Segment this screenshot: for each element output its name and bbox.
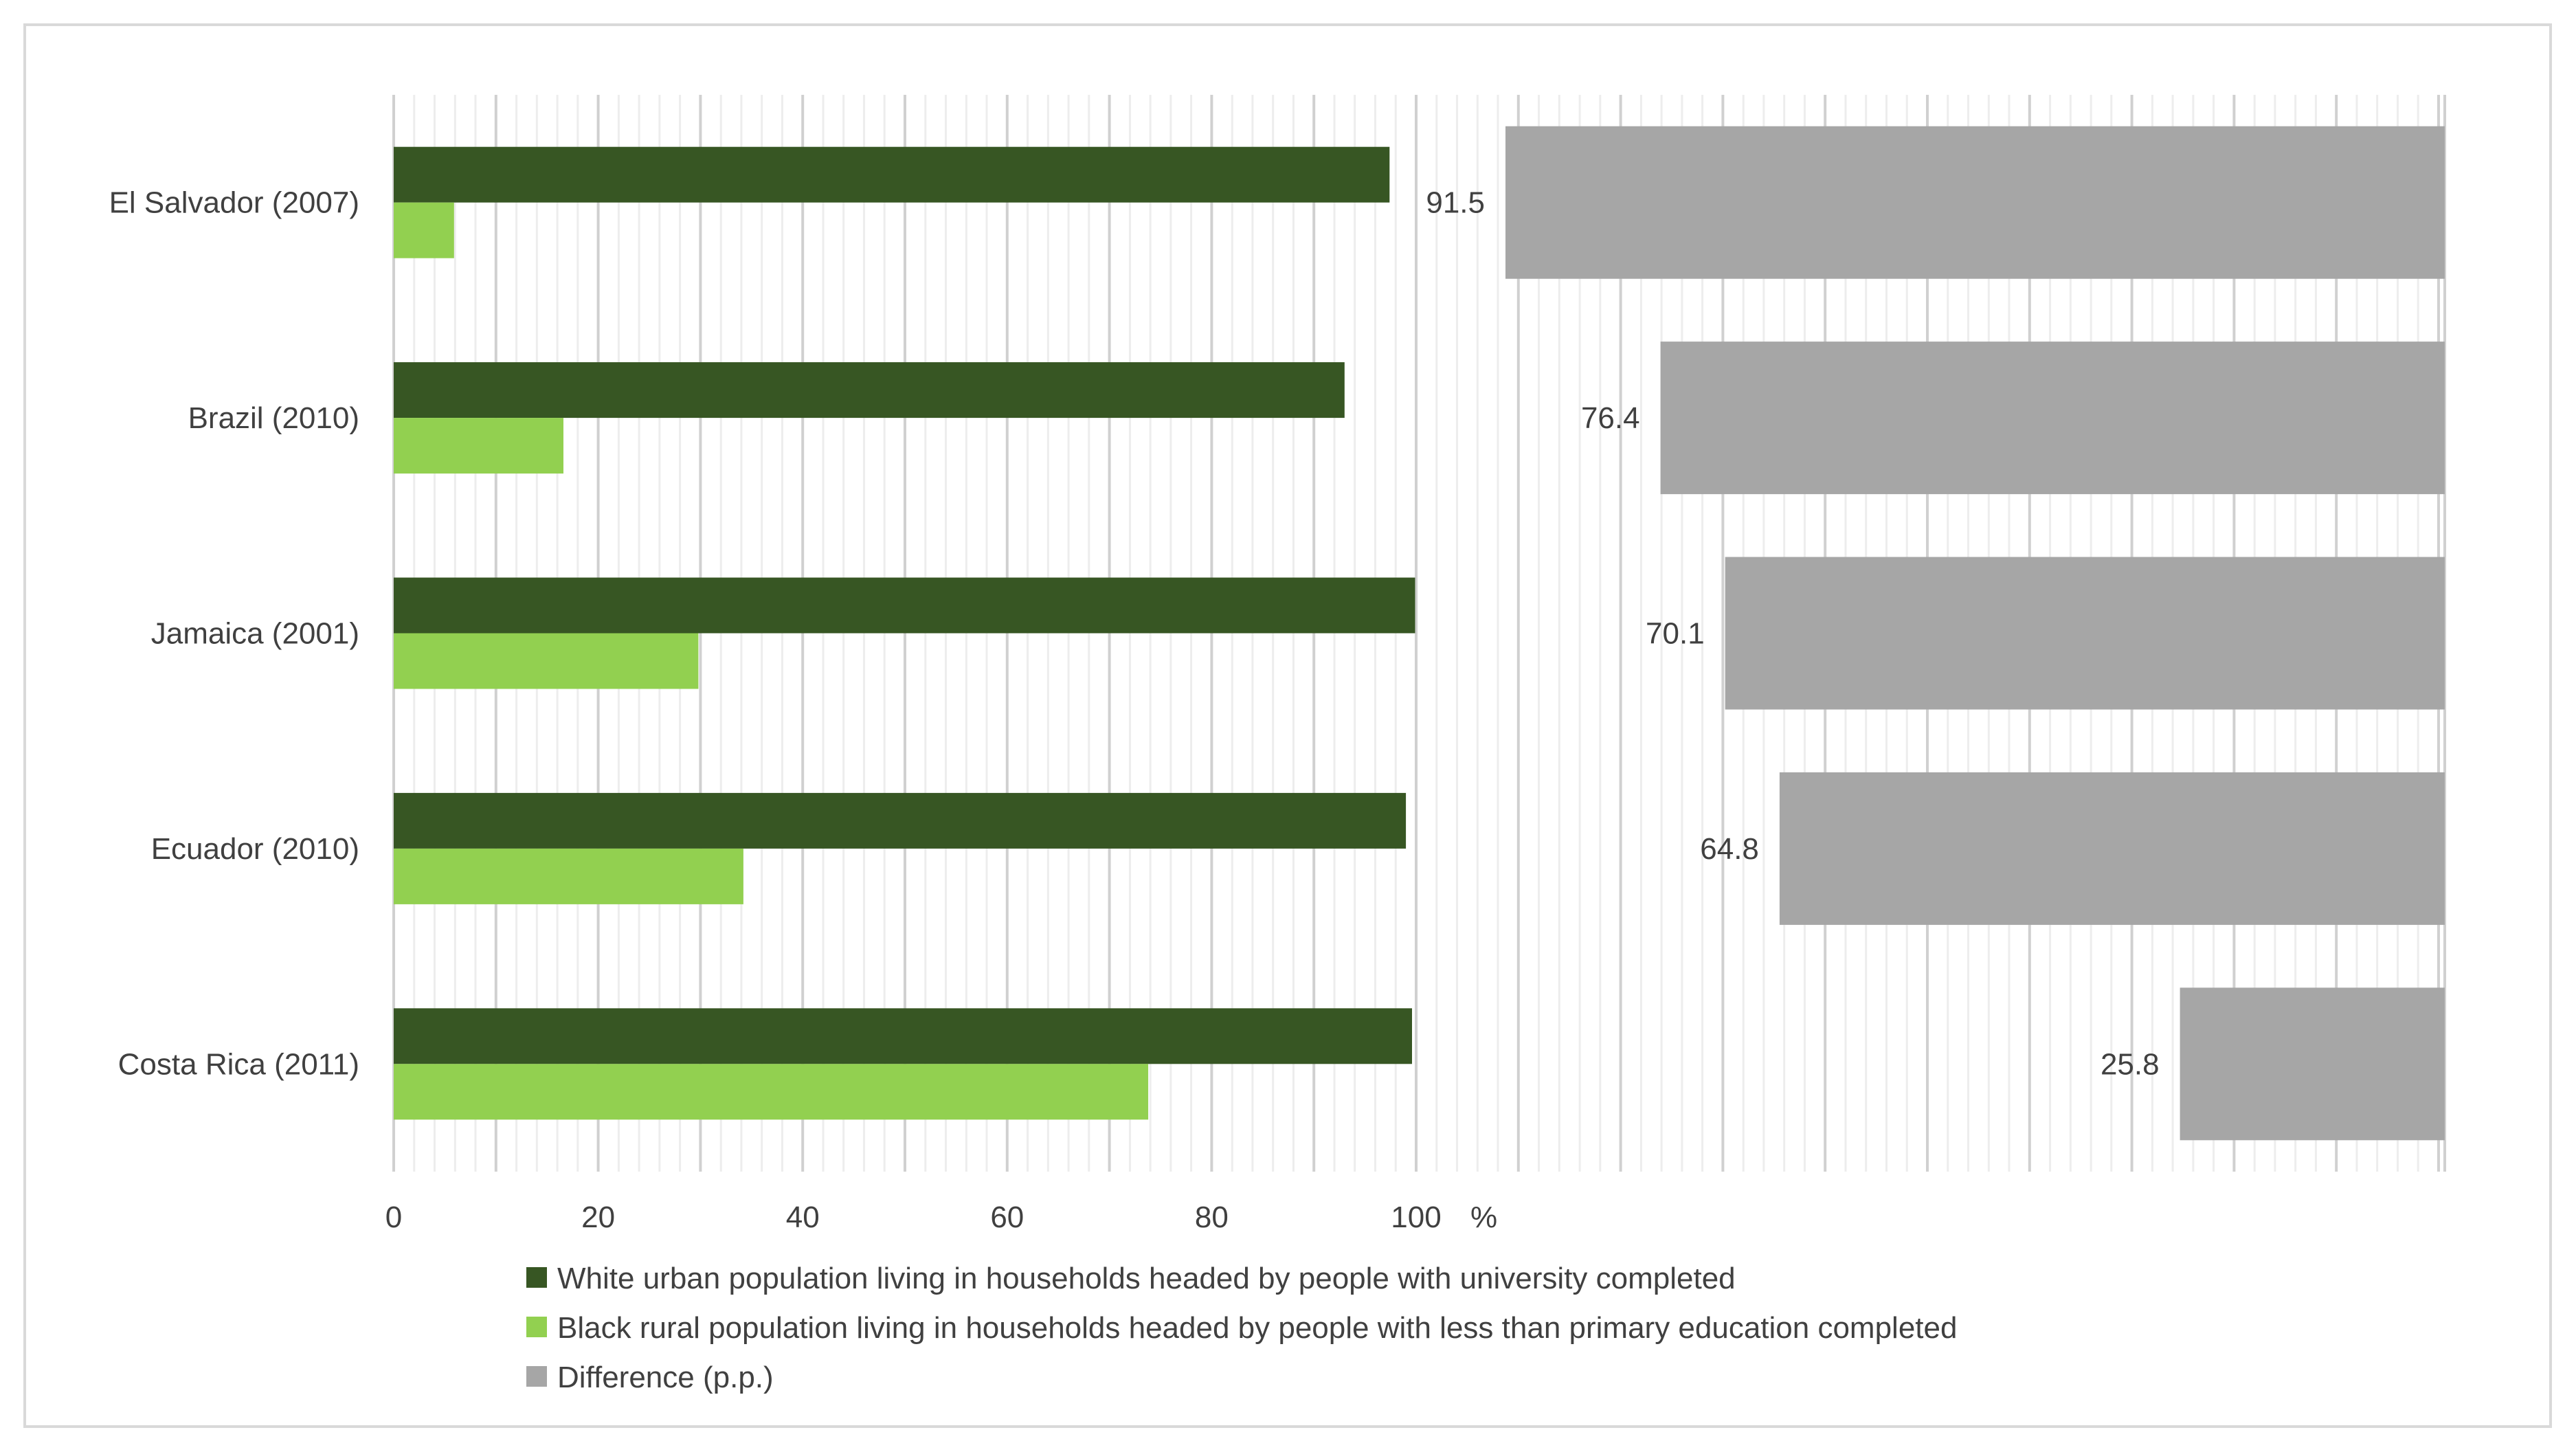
category-label: Brazil (2010) — [188, 401, 359, 435]
x-tick-label: 80 — [1195, 1200, 1229, 1234]
bar-black-rural — [394, 418, 563, 474]
bar-black-rural — [394, 1064, 1149, 1120]
x-tick-label: 100 — [1391, 1200, 1441, 1234]
bar-white-urban — [394, 362, 1345, 418]
bar-difference — [1660, 342, 2445, 495]
axis-unit-label: % — [1470, 1200, 1497, 1234]
legend-label: Difference (p.p.) — [557, 1361, 774, 1394]
bar-white-urban — [394, 577, 1415, 634]
legend-swatch — [526, 1366, 547, 1387]
bar-difference — [2180, 987, 2445, 1141]
category-label: Costa Rica (2011) — [118, 1047, 359, 1081]
bar-white-urban — [394, 1008, 1412, 1064]
bar-black-rural — [394, 848, 743, 904]
category-label: Ecuador (2010) — [151, 832, 359, 866]
category-label: Jamaica (2001) — [151, 617, 359, 651]
legend-swatch — [526, 1317, 547, 1337]
legend-swatch — [526, 1267, 547, 1288]
x-tick-label: 60 — [990, 1200, 1024, 1234]
x-tick-label: 20 — [581, 1200, 615, 1234]
bar-difference — [1725, 557, 2445, 710]
bar-black-rural — [394, 202, 454, 258]
difference-value-label: 91.5 — [1426, 186, 1485, 220]
x-tick-label: 40 — [786, 1200, 820, 1234]
x-tick-label: 0 — [385, 1200, 402, 1234]
bar-white-urban — [394, 146, 1390, 203]
legend-label: Black rural population living in househo… — [557, 1311, 1957, 1345]
bar-difference — [1505, 126, 2445, 279]
bar-difference — [1779, 772, 2445, 925]
difference-value-label: 70.1 — [1646, 617, 1705, 651]
bar-black-rural — [394, 633, 699, 689]
legend-label: White urban population living in househo… — [557, 1262, 1736, 1295]
difference-value-label: 64.8 — [1700, 832, 1759, 866]
bar-white-urban — [394, 792, 1407, 849]
difference-value-label: 76.4 — [1581, 401, 1640, 435]
category-label: El Salvador (2007) — [109, 186, 359, 220]
difference-value-label: 25.8 — [2101, 1047, 2160, 1081]
